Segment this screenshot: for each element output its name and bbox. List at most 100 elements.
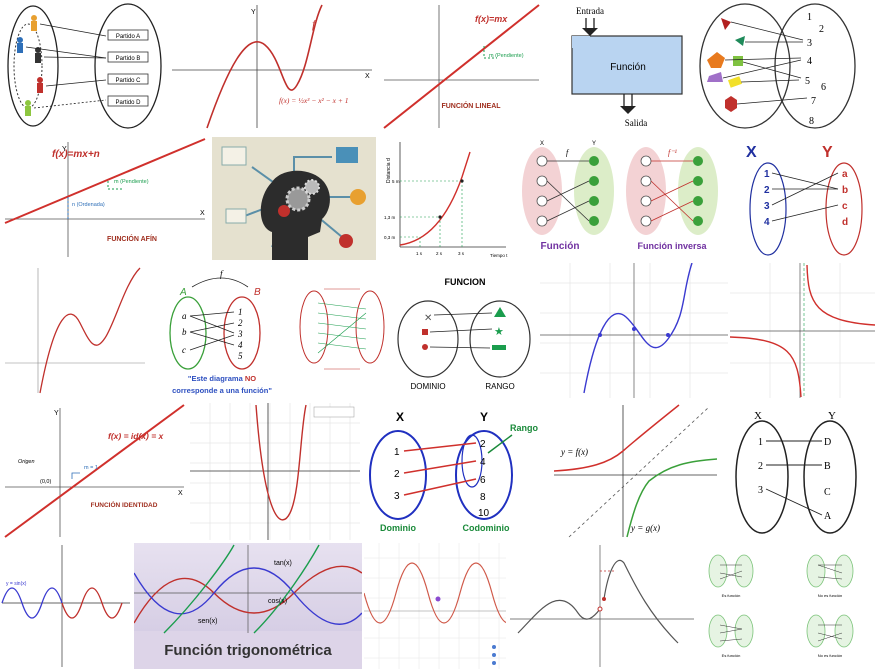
- rectangle-yellow-shape: [728, 76, 742, 88]
- person-icon-red: [37, 77, 43, 93]
- cos-label: cos(x): [268, 598, 287, 605]
- range-label: RANGO: [485, 382, 514, 391]
- gear-icon: [278, 205, 290, 217]
- target-icon: [339, 234, 353, 248]
- axis-y-label: Y: [54, 410, 59, 417]
- tile-parabola-grid: [190, 403, 360, 540]
- diagram-title: FUNCION: [445, 277, 486, 287]
- bar-green-shape: [492, 345, 506, 350]
- set-number: 1: [807, 12, 812, 23]
- pentagon-orange-shape: [707, 52, 725, 68]
- test-caption: No es función: [818, 593, 842, 598]
- partido-d-label: Partido D: [115, 100, 141, 106]
- right-element: 5: [238, 351, 243, 361]
- tile-cubic-function: Y X f f(x) = ½x³ − x² − x + 1: [167, 0, 377, 132]
- intercept-label: n (Ordenada): [72, 202, 105, 208]
- slope-label: m (Pendiente): [489, 53, 524, 59]
- left-element: b: [182, 327, 187, 337]
- partido-c-label: Partido C: [115, 78, 141, 84]
- sine-label: y = sin(x): [6, 581, 27, 587]
- tile-mapping-123-dbca: X Y 1 2 3 D B C A: [724, 403, 875, 540]
- affine-caption: FUNCIÓN AFÍN: [107, 234, 157, 243]
- trapezoid-purple-shape: [707, 72, 723, 82]
- slope-label: m (Pendiente): [114, 179, 149, 185]
- tile-mapping-partidos: Partido A Partido B Partido C Partido D: [0, 0, 165, 132]
- note-text-2: corresponde a una función": [172, 386, 272, 395]
- trig-title: Función trigonométrica: [164, 642, 332, 659]
- right-element: b: [842, 185, 848, 196]
- origin-label: Origen: [18, 459, 35, 465]
- set-number: 3: [807, 38, 812, 49]
- set-number: 5: [805, 76, 810, 87]
- right-element: D: [824, 437, 831, 448]
- tile-affine-function: Y X f(x)=mx+n m (Pendiente) n (Ordenada)…: [0, 137, 210, 260]
- cubic-formula: f(x) = ½x³ − x² − x + 1: [279, 96, 349, 105]
- affine-formula: f(x)=mx+n: [52, 149, 100, 160]
- input-label: Entrada: [576, 6, 604, 16]
- partido-a-label: Partido A: [116, 34, 140, 40]
- left-element: 2: [758, 461, 763, 472]
- set-number: 7: [811, 96, 816, 107]
- person-icon-green: [25, 100, 31, 116]
- tile-small-mapping: [294, 263, 390, 398]
- inverse-caption: Función inversa: [637, 241, 707, 251]
- tile-head-gears-illustration: [212, 137, 376, 260]
- person-icon-orange: [31, 15, 37, 31]
- left-element: 3: [764, 201, 770, 212]
- chart-icon: [226, 209, 246, 223]
- test-caption: Es función: [722, 593, 741, 598]
- triangle-green-shape: [494, 307, 506, 317]
- set-number: 2: [819, 24, 824, 35]
- set-b-label: B: [254, 287, 261, 298]
- set-x-label: X: [746, 144, 757, 161]
- axis-y-label: Y: [251, 9, 256, 16]
- svg-text:"Este diagrama NO: "Este diagrama NO: [188, 374, 256, 383]
- triangle-green-shape: [735, 36, 745, 46]
- tile-blue-cubic-grid: [540, 263, 728, 398]
- right-element: 10: [478, 508, 490, 519]
- axis-x-label: X: [178, 490, 183, 497]
- star-green-shape: ★: [494, 326, 504, 338]
- set-y-label: Y: [592, 141, 596, 147]
- set-x-label: X: [754, 410, 762, 422]
- tile-identity-function: X Y f(x) = id(x) = x Origen (0,0) m = 1 …: [0, 403, 188, 540]
- set-number: 4: [807, 56, 812, 67]
- tile-shapes-mapping: 1 2 3 4 5 6 7 8: [695, 0, 875, 132]
- axis-x-label: X: [200, 210, 205, 217]
- monitor-icon: [336, 147, 358, 163]
- tile-dominio-codominio: X Y 1 2 3 2 4 6 8 10 Rango Dominio Codom…: [362, 403, 547, 540]
- f-label: f: [566, 148, 570, 157]
- domain-label: DOMINIO: [410, 382, 445, 391]
- set-number: 8: [809, 116, 814, 127]
- partido-b-label: Partido B: [116, 56, 141, 62]
- bulb-icon: [350, 189, 366, 205]
- note-no: NO: [245, 374, 256, 383]
- tile-piecewise-plot: [508, 543, 696, 669]
- x-tick: 2 s: [436, 251, 443, 256]
- left-element: 1: [394, 447, 400, 458]
- right-element: 2: [238, 318, 243, 328]
- f-label: f: [220, 269, 224, 279]
- tile-domain-range: FUNCION ✕ ★ DOMINIO RANGO: [392, 263, 538, 398]
- tile-inverse-curves: y = f(x) y = g(x): [549, 403, 722, 540]
- right-element: 6: [480, 475, 486, 486]
- tile-trig-functions: tan(x) cos(x) sen(x) Función trigonométr…: [134, 543, 362, 669]
- right-element: c: [842, 201, 848, 212]
- x-tick: 1 s: [416, 251, 423, 256]
- linear-caption: FUNCIÓN LINEAL: [441, 101, 501, 110]
- left-element: 2: [394, 469, 400, 480]
- tile-linear-function: f(x)=mx m (Pendiente) FUNCIÓN LINEAL: [379, 0, 544, 132]
- tile-cubic-plot: [0, 263, 150, 398]
- right-element: 1: [238, 307, 243, 317]
- square-green-shape: [733, 56, 743, 66]
- triangle-red-shape: [721, 18, 731, 30]
- set-a-label: A: [179, 287, 187, 298]
- circle-red-shape: [422, 344, 428, 350]
- tan-label: tan(x): [274, 560, 292, 567]
- person-icon-blue: [17, 37, 23, 53]
- document-icon: [222, 147, 246, 165]
- left-element: 1: [758, 437, 763, 448]
- axis-x-label: X: [365, 73, 370, 80]
- right-element: B: [824, 461, 831, 472]
- tile-non-function-diagram: f A B a b c 1 2 3 4 5 "Este diagrama NO …: [152, 263, 292, 398]
